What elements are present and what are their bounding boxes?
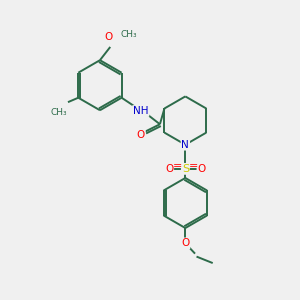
Text: O: O [165, 164, 173, 174]
Text: =: = [189, 161, 198, 172]
Text: O: O [136, 130, 145, 140]
Text: N: N [182, 140, 189, 150]
Text: O: O [181, 238, 190, 248]
Text: NH: NH [133, 106, 148, 116]
Text: S: S [182, 164, 189, 174]
Text: O: O [197, 164, 206, 174]
Text: CH₃: CH₃ [51, 108, 68, 117]
Text: CH₃: CH₃ [121, 30, 137, 39]
Text: =: = [173, 161, 182, 172]
Text: O: O [105, 32, 113, 42]
